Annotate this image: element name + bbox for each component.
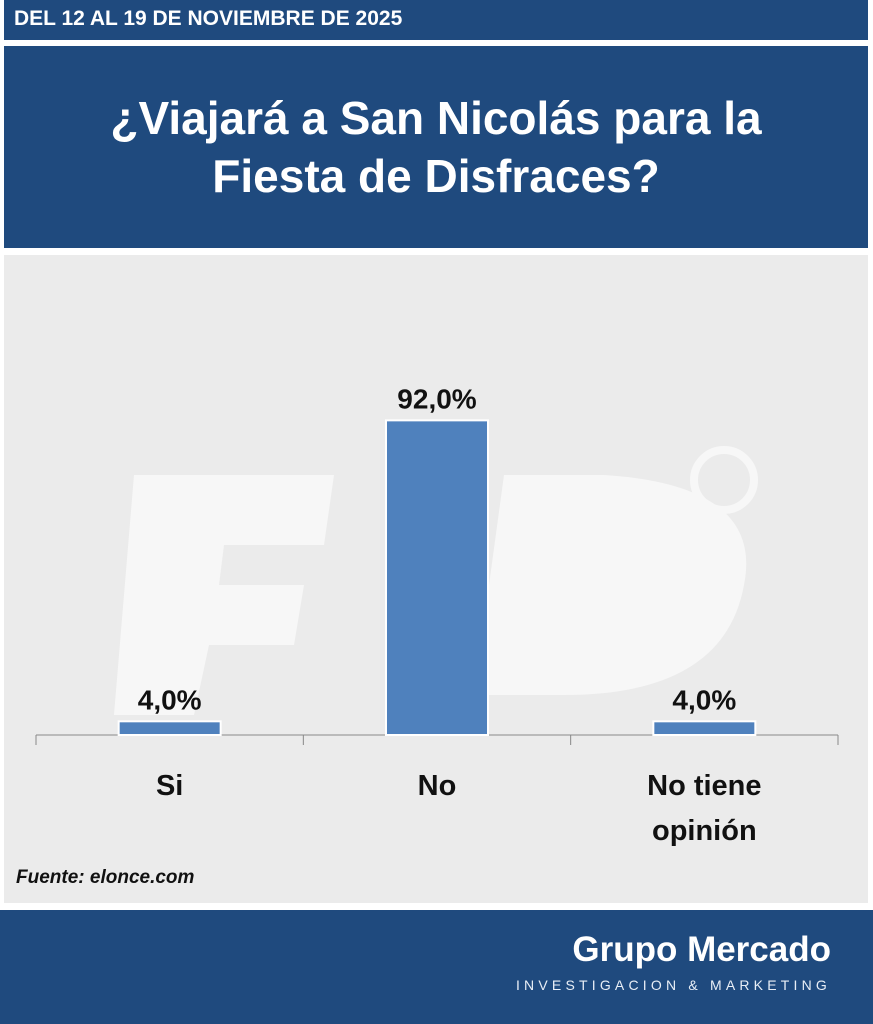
watermark-logo: [114, 446, 758, 715]
brand-tagline: INVESTIGACION & MARKETING: [515, 977, 831, 993]
chart-title-box: ¿Viajará a San Nicolás para la Fiesta de…: [4, 46, 868, 248]
category-label: No tiene: [647, 770, 761, 802]
date-range: DEL 12 AL 19 DE NOVIEMBRE DE 2025: [4, 0, 868, 40]
category-label: Si: [156, 770, 183, 802]
bar-1: [385, 419, 489, 736]
chart-title: ¿Viajará a San Nicolás para la Fiesta de…: [110, 92, 762, 202]
watermark-letter-shape: [114, 475, 334, 715]
category-label: No: [418, 770, 457, 802]
category-label: opinión: [652, 815, 757, 847]
data-label: 92,0%: [397, 383, 476, 414]
watermark-letter-shape: [474, 475, 747, 695]
bar-0: [117, 720, 222, 737]
watermark-registered-icon: [690, 446, 758, 514]
footer: Grupo Mercado INVESTIGACION & MARKETING: [0, 910, 873, 1024]
data-label: 4,0%: [138, 684, 202, 715]
chart-area: [4, 255, 868, 903]
data-label: 4,0%: [672, 684, 736, 715]
source-note: Fuente: elonce.com: [16, 867, 195, 888]
brand-logo: Grupo Mercado: [572, 930, 831, 969]
bar-2: [652, 720, 757, 737]
bar-chart: 4,0% Si 92,0% No 4,0% No tiene opinión: [35, 383, 839, 847]
